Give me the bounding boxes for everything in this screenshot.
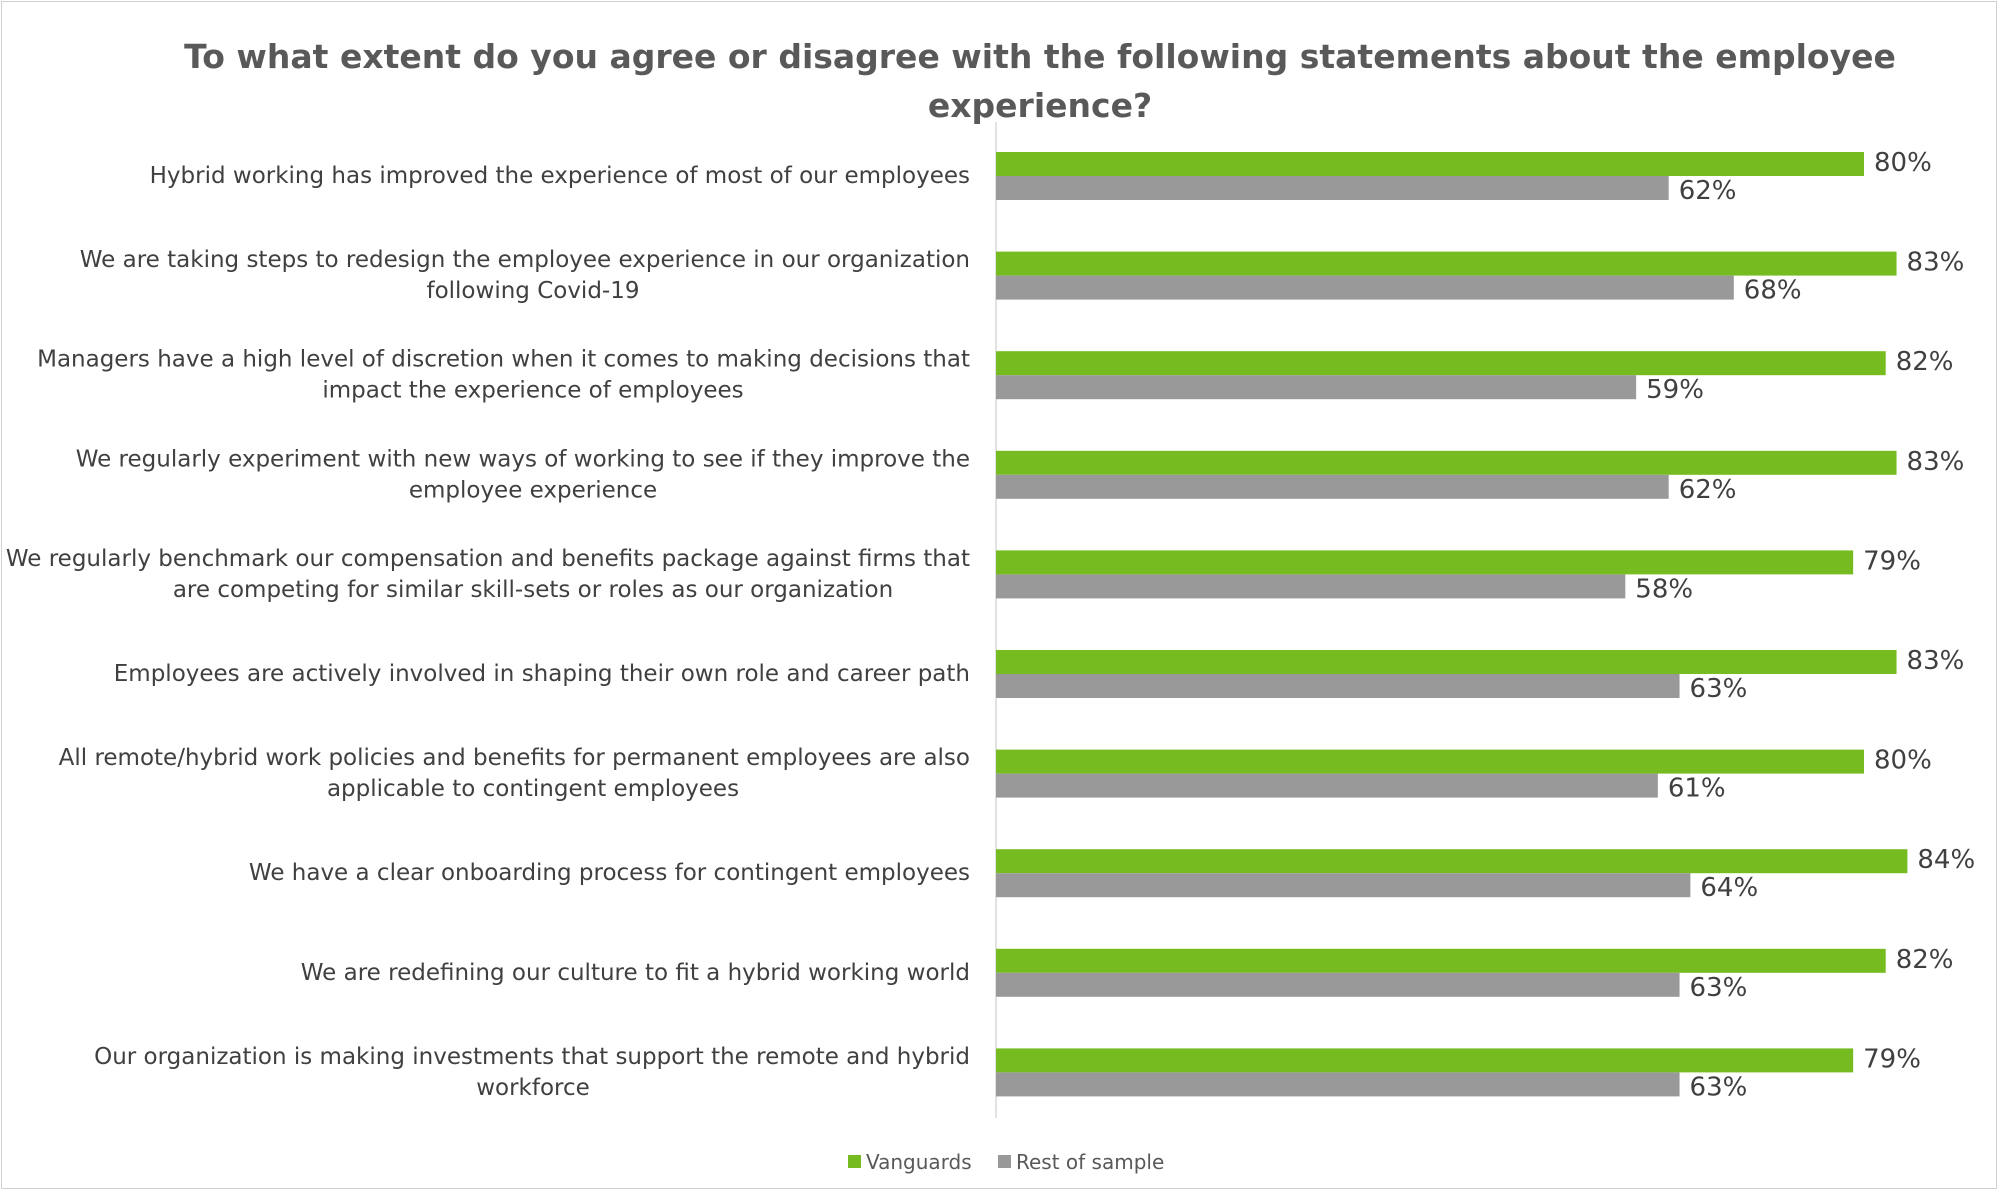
- data-label-rest-of-sample: 64%: [1700, 873, 1758, 903]
- category-label: impact the experience of employees: [322, 378, 743, 404]
- data-label-rest-of-sample: 63%: [1690, 674, 1748, 704]
- bar-rest-of-sample: [996, 674, 1680, 698]
- bar-rest-of-sample: [996, 176, 1669, 200]
- data-label-vanguards: 79%: [1863, 1044, 1921, 1074]
- legend: Vanguards Rest of sample: [848, 1150, 1164, 1174]
- data-label-vanguards: 79%: [1863, 546, 1921, 576]
- bar-rest-of-sample: [996, 375, 1637, 400]
- bar-rest-of-sample: [996, 773, 1658, 798]
- bar-vanguards: [996, 1048, 1854, 1073]
- bar-vanguards: [996, 948, 1886, 973]
- bar-rest-of-sample: [996, 1072, 1680, 1097]
- bar-vanguards: [996, 849, 1908, 874]
- data-label-vanguards: 82%: [1896, 347, 1954, 377]
- bar-vanguards: [996, 550, 1854, 575]
- category-label: following Covid-19: [426, 278, 639, 304]
- bar-vanguards: [996, 351, 1886, 376]
- data-label-rest-of-sample: 61%: [1668, 774, 1726, 804]
- bar-rest-of-sample: [996, 275, 1734, 300]
- bar-rest-of-sample: [996, 972, 1680, 997]
- data-label-vanguards: 80%: [1874, 746, 1932, 776]
- data-label-rest-of-sample: 58%: [1635, 574, 1693, 604]
- category-label: workforce: [476, 1075, 590, 1101]
- category-label: We are taking steps to redesign the empl…: [80, 247, 970, 273]
- legend-swatch-vanguards: [848, 1155, 861, 1168]
- legend-label-rest-of-sample: Rest of sample: [1016, 1150, 1164, 1174]
- data-label-rest-of-sample: 68%: [1744, 276, 1802, 306]
- bar-vanguards: [996, 450, 1897, 475]
- category-label: Managers have a high level of discretion…: [37, 347, 970, 373]
- legend-swatch-rest-of-sample: [998, 1155, 1011, 1168]
- data-label-vanguards: 83%: [1907, 248, 1965, 278]
- chart-title: To what extent do you agree or disagree …: [184, 37, 1896, 125]
- data-label-rest-of-sample: 62%: [1679, 475, 1737, 505]
- bar-rest-of-sample: [996, 574, 1626, 599]
- category-label: We regularly benchmark our compensation …: [6, 546, 970, 572]
- data-label-vanguards: 83%: [1907, 447, 1965, 477]
- bar-rest-of-sample: [996, 474, 1669, 499]
- bar-vanguards: [996, 152, 1864, 176]
- category-label: We are redefining our culture to fit a h…: [301, 960, 970, 986]
- category-labels: Hybrid working has improved the experien…: [6, 163, 970, 1101]
- category-label: Hybrid working has improved the experien…: [150, 163, 970, 189]
- bar-vanguards: [996, 251, 1897, 276]
- category-label: We regularly experiment with new ways of…: [76, 446, 970, 472]
- data-labels: 80% 62% 83% 68% 82% 59% 83% 62% 79% 58% 83% 63% 80% 6…: [1635, 148, 1975, 1102]
- data-label-vanguards: 82%: [1896, 945, 1954, 975]
- category-label: are competing for similar skill-sets or …: [173, 577, 893, 603]
- category-label: We have a clear onboarding process for c…: [249, 860, 970, 886]
- category-label: Employees are actively involved in shapi…: [114, 661, 970, 687]
- data-label-vanguards: 84%: [1917, 845, 1975, 875]
- category-label: employee experience: [409, 477, 657, 503]
- bar-rest-of-sample: [996, 873, 1691, 898]
- bar-vanguards: [996, 749, 1864, 774]
- data-label-vanguards: 83%: [1907, 646, 1965, 676]
- data-label-vanguards: 80%: [1874, 148, 1932, 178]
- data-label-rest-of-sample: 62%: [1679, 176, 1737, 206]
- category-label: Our organization is making investments t…: [94, 1044, 970, 1070]
- bars: [996, 152, 1908, 1097]
- legend-label-vanguards: Vanguards: [866, 1150, 972, 1174]
- category-label: All remote/hybrid work policies and bene…: [59, 745, 970, 771]
- data-label-rest-of-sample: 59%: [1646, 375, 1704, 405]
- category-label: applicable to contingent employees: [327, 776, 739, 802]
- data-label-rest-of-sample: 63%: [1690, 973, 1748, 1003]
- data-label-rest-of-sample: 63%: [1690, 1072, 1748, 1102]
- bar-vanguards: [996, 650, 1897, 674]
